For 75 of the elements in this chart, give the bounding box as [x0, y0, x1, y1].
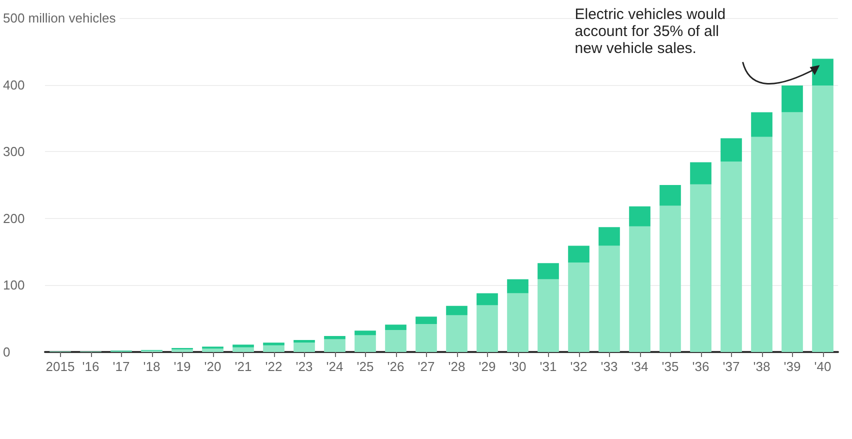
bar — [538, 279, 559, 352]
bar — [232, 347, 254, 352]
x-tick-label: '30 — [509, 359, 526, 374]
x-tick-label: '26 — [387, 359, 404, 374]
bar — [324, 336, 346, 340]
bar — [446, 306, 468, 316]
x-tick-label: 2015 — [46, 359, 75, 374]
x-tick-label: '39 — [784, 359, 801, 374]
bar — [812, 85, 834, 352]
annotation: Electric vehicles would account for 35% of all new vehicle sales. — [574, 6, 730, 58]
bar — [629, 206, 650, 226]
bar — [812, 58, 834, 86]
bar — [568, 246, 590, 262]
y-tick-label: 0 — [3, 344, 10, 360]
bar — [507, 279, 528, 294]
bar — [629, 226, 650, 352]
bar — [598, 246, 620, 352]
y-tick-label: 100 — [3, 278, 25, 293]
y-tick-label: 300 — [3, 144, 25, 160]
bar — [690, 184, 712, 352]
x-tick-label: '33 — [600, 359, 618, 374]
bar — [416, 316, 437, 324]
x-tick-label: '32 — [570, 359, 588, 374]
bar — [354, 335, 376, 352]
bar — [385, 324, 406, 330]
y-tick-label: 500 million vehicles — [3, 10, 116, 26]
bar — [782, 112, 803, 352]
bar — [172, 349, 193, 352]
y-tick-label: 200 — [3, 210, 25, 226]
bar — [568, 262, 590, 352]
x-tick-label: '28 — [448, 359, 466, 374]
bar — [232, 344, 254, 348]
x-tick-label: '35 — [662, 359, 679, 374]
bar — [294, 340, 315, 343]
x-tick-label: '36 — [692, 359, 710, 374]
x-tick-label: '40 — [814, 359, 832, 374]
x-tick-label: '21 — [234, 359, 252, 374]
bar — [690, 162, 712, 184]
x-tick-label: '18 — [143, 359, 160, 374]
bar — [263, 345, 284, 352]
bar — [720, 138, 742, 162]
x-tick-label: '29 — [478, 359, 496, 374]
bar — [720, 162, 742, 352]
bar — [538, 263, 559, 280]
x-tick-label: '23 — [296, 359, 313, 374]
bar — [324, 339, 346, 352]
bar — [598, 227, 620, 246]
x-tick-label: '34 — [631, 359, 648, 374]
x-tick-label: '38 — [753, 359, 770, 374]
bar — [751, 136, 772, 352]
bar — [416, 324, 437, 352]
bar — [782, 85, 803, 112]
bar — [507, 293, 528, 352]
x-tick-label: '31 — [540, 359, 557, 374]
x-tick-label: '37 — [722, 359, 740, 374]
x-tick-label: '22 — [265, 359, 282, 374]
bar — [476, 305, 498, 352]
bar — [385, 330, 406, 352]
bar — [660, 206, 681, 352]
bar — [751, 112, 772, 137]
bar — [446, 315, 468, 352]
x-tick-label: '19 — [174, 359, 191, 374]
bar — [476, 293, 498, 306]
bar — [263, 342, 284, 346]
bar — [294, 342, 315, 352]
x-tick-label: '20 — [204, 359, 222, 374]
x-tick-label: '17 — [112, 359, 130, 374]
bar — [660, 185, 681, 206]
x-tick-label: '27 — [418, 359, 435, 374]
bar — [354, 330, 376, 336]
y-tick-label: 400 — [3, 77, 25, 92]
x-tick-label: '25 — [356, 359, 374, 374]
x-tick-label: '16 — [82, 359, 100, 374]
bar — [202, 348, 224, 352]
x-tick-label: '24 — [326, 359, 344, 374]
